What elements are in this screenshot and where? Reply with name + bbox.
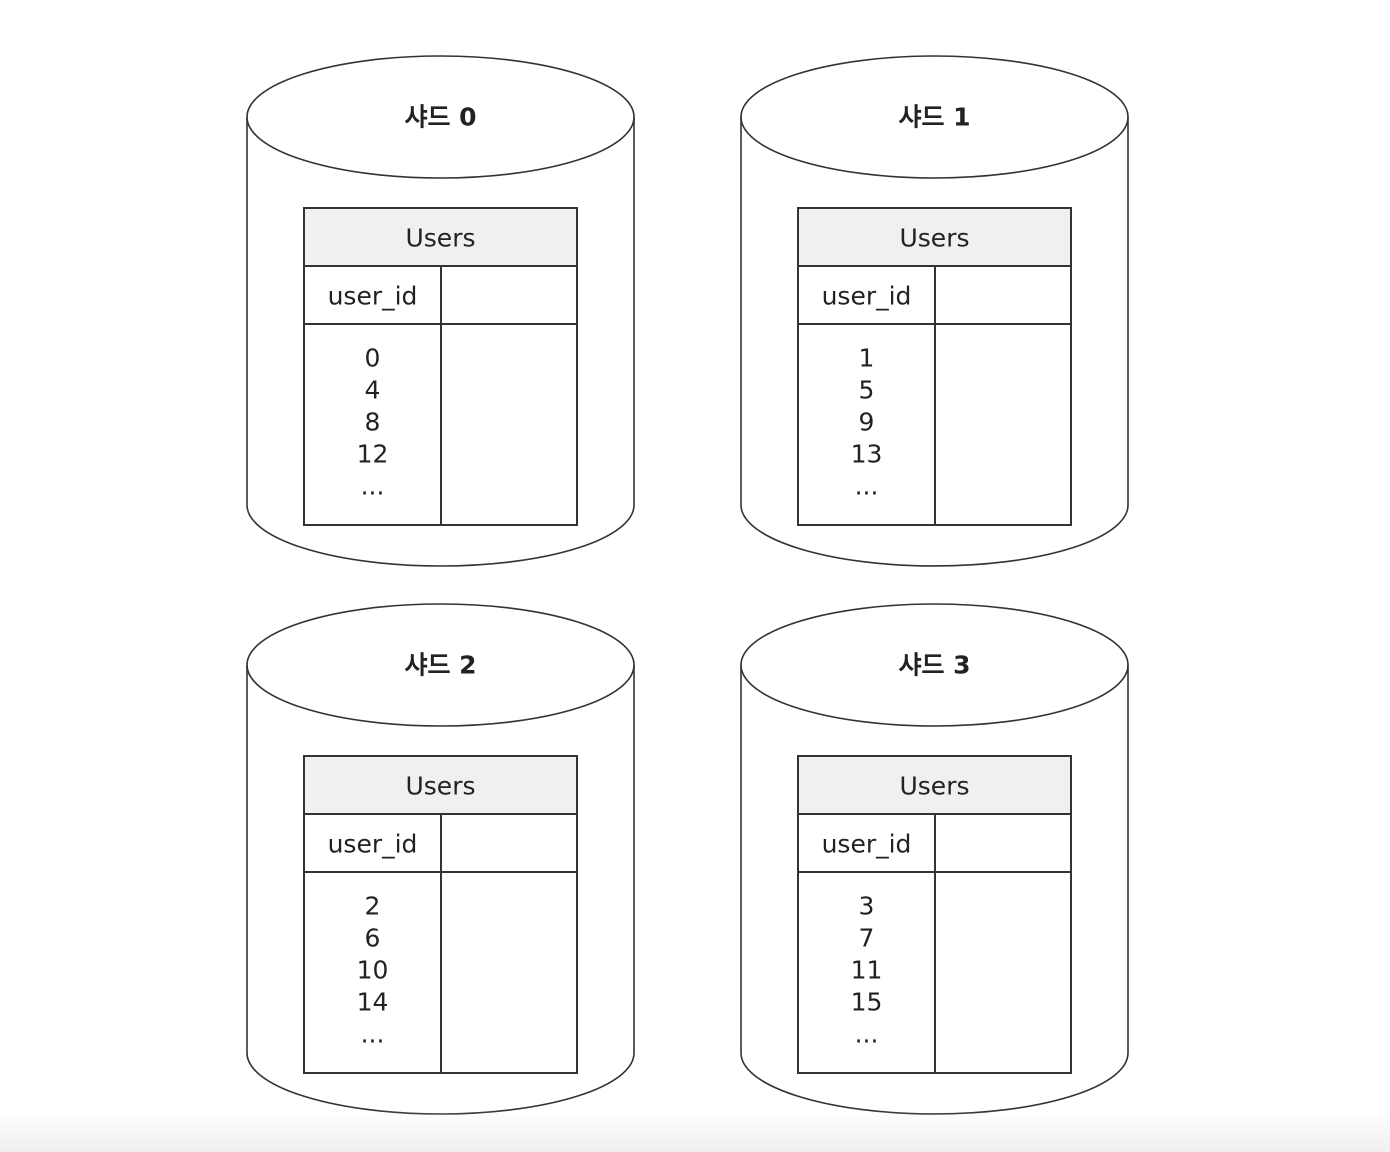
cylinder-top (740, 603, 1129, 727)
cylinder-top (246, 603, 635, 727)
user-id-value: 1 (859, 344, 875, 373)
user-id-value: 0 (365, 344, 381, 373)
table-title: Users (405, 772, 475, 801)
user-id-value: ... (361, 1020, 385, 1049)
cylinder-top (740, 55, 1129, 179)
user-id-value: 8 (365, 408, 381, 437)
cylinder-bottom-arc (246, 504, 635, 567)
user-id-value: 7 (859, 924, 875, 953)
users-table: Users user_id 0 4 8 12... (303, 207, 578, 526)
column-header-user-id: user_id (822, 282, 912, 311)
user-id-value: 14 (357, 988, 389, 1017)
user-id-value: 2 (365, 892, 381, 921)
cylinder-bottom-arc (740, 504, 1129, 567)
table-title: Users (899, 772, 969, 801)
user-id-value: 11 (851, 956, 883, 985)
column-header-user-id: user_id (328, 830, 418, 859)
user-id-value: 12 (357, 440, 389, 469)
user-id-value: ... (855, 472, 879, 501)
user-id-value: 15 (851, 988, 883, 1017)
cylinder-top (246, 55, 635, 179)
shard-title: 샤드 1 (898, 103, 970, 132)
table-header (797, 755, 1072, 815)
shard-title: 샤드 0 (404, 103, 476, 132)
shard-title: 샤드 2 (404, 651, 476, 680)
user-id-value: 10 (357, 956, 389, 985)
user-id-value: ... (855, 1020, 879, 1049)
user-id-value: 3 (859, 892, 875, 921)
shard-2: 샤드 2 Users user_id 2 6 10 14... (246, 603, 635, 1115)
user-id-value: 6 (365, 924, 381, 953)
user-id-value: 5 (859, 376, 875, 405)
bottom-fade (0, 1110, 1390, 1152)
shard-0: 샤드 0 Users user_id 0 4 8 12... (246, 55, 635, 567)
users-table: Users user_id 2 6 10 14... (303, 755, 578, 1074)
user-id-value: 9 (859, 408, 875, 437)
user-id-value: 4 (365, 376, 381, 405)
table-title: Users (899, 224, 969, 253)
shard-1: 샤드 1 Users user_id 1 5 9 13... (740, 55, 1129, 567)
users-table: Users user_id 1 5 9 13... (797, 207, 1072, 526)
user-id-value: 13 (851, 440, 883, 469)
column-header-user-id: user_id (822, 830, 912, 859)
table-title: Users (405, 224, 475, 253)
shard-title: 샤드 3 (898, 651, 970, 680)
shard-3: 샤드 3 Users user_id 3 7 11 15... (740, 603, 1129, 1115)
column-header-user-id: user_id (328, 282, 418, 311)
user-id-value: ... (361, 472, 385, 501)
users-table: Users user_id 3 7 11 15... (797, 755, 1072, 1074)
